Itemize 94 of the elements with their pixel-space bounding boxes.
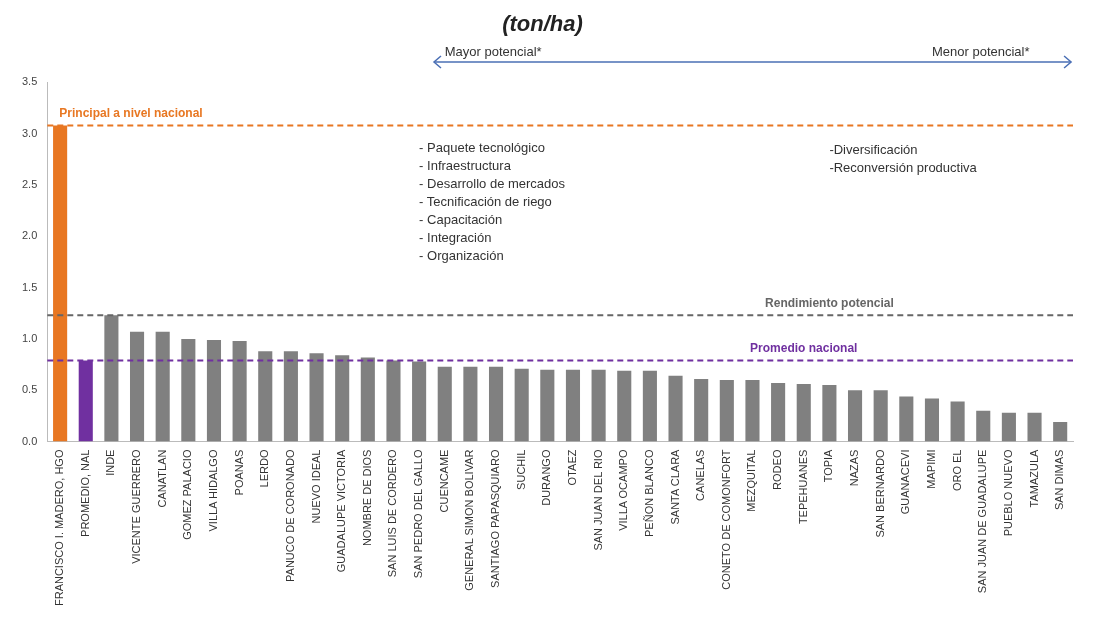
bar xyxy=(309,353,324,442)
bar xyxy=(206,339,222,442)
x-tick-label: PANUCO DE CORONADO xyxy=(283,449,296,582)
ref-line-label: Principal a nivel nacional xyxy=(59,105,203,120)
bar xyxy=(258,351,273,442)
bar xyxy=(104,315,119,442)
ref-line-label: Rendimiento potencial xyxy=(765,295,894,310)
x-tick-label: SAN JUAN DEL RIO xyxy=(591,449,604,551)
x-tick-label: INDE xyxy=(104,449,117,476)
x-tick-label: GUANACEVI xyxy=(899,449,912,515)
bar xyxy=(719,379,734,442)
bar xyxy=(412,361,427,442)
x-tick-label: PEÑON BLANCO xyxy=(642,449,655,537)
bar xyxy=(232,340,247,442)
bar xyxy=(129,331,145,442)
ref-line-label: Promedio nacional xyxy=(750,340,858,355)
bar xyxy=(540,369,555,442)
x-tick-label: ORO EL xyxy=(950,449,963,492)
text: Mayor potencial* xyxy=(444,44,542,60)
bar xyxy=(745,379,760,442)
x-tick-label: CANELAS xyxy=(694,449,707,501)
x-tick-label: SAN BERNARDO xyxy=(873,449,886,538)
x-tick-label: CUENCAME xyxy=(437,449,450,513)
bar xyxy=(617,370,632,442)
bar xyxy=(694,378,709,442)
bar xyxy=(642,370,657,442)
x-tick-label: NAZAS xyxy=(848,449,861,487)
bar xyxy=(796,384,811,442)
bar xyxy=(822,385,837,442)
bar xyxy=(463,366,478,442)
bar xyxy=(1001,412,1016,442)
x-tick-label: VICENTE GUERRERO xyxy=(130,449,143,564)
x-tick-label: GUADALUPE VICTORIA xyxy=(335,448,348,573)
bar xyxy=(1053,422,1068,442)
x-tick-label: CONETO DE COMONFORT xyxy=(719,449,732,590)
x-tick-label: DURANGO xyxy=(540,449,553,506)
x-tick-label: TAMAZULA xyxy=(1027,448,1040,508)
x-tick-label: SANTIAGO PAPASQUIARO xyxy=(489,449,502,588)
bar xyxy=(591,369,606,442)
y-tick-label: 0.5 xyxy=(21,383,38,396)
x-tick-label: OTAEZ xyxy=(566,449,578,486)
y-tick-label: 2.5 xyxy=(21,178,38,191)
bar xyxy=(847,390,863,442)
bar xyxy=(976,410,991,442)
bar xyxy=(360,357,375,442)
bar xyxy=(924,398,940,442)
x-tick-label: SAN DIMAS xyxy=(1053,449,1066,511)
x-tick-label: VILLA HIDALGO xyxy=(207,449,219,532)
bar xyxy=(283,351,298,442)
chart-title: (ton/ha) xyxy=(502,11,583,37)
bar xyxy=(668,375,683,442)
bar xyxy=(899,396,914,442)
annotation: - Paquete tecnológico - Infraestructura - Desarrollo de mercados - Tecnificación de riego - Capacitación - Integración - Organización xyxy=(419,139,566,263)
x-tick-label: RODEO xyxy=(771,449,784,490)
bar xyxy=(335,355,350,442)
bar xyxy=(950,401,965,442)
y-tick-label: 1.0 xyxy=(21,331,38,344)
x-tick-label: SAN LUIS DE CORDERO xyxy=(386,449,399,578)
x-tick-label: SANTA CLARA xyxy=(668,448,681,525)
x-tick-label: PROMEDIO, NAL xyxy=(78,449,91,537)
x-tick-label: SAN PEDRO DEL GALLO xyxy=(412,449,425,579)
x-tick-label: MEZQUITAL xyxy=(745,449,758,512)
bar xyxy=(181,338,196,442)
y-tick-label: 3.5 xyxy=(21,75,38,88)
x-tick-label: PUEBLO NUEVO xyxy=(1001,449,1014,537)
y-tick-label: 3.0 xyxy=(21,126,38,139)
x-tick-label: SAN JUAN DE GUADALUPE xyxy=(976,449,989,594)
bar xyxy=(565,369,581,442)
x-tick-label: TOPIA xyxy=(822,448,835,483)
bar xyxy=(386,360,401,442)
y-tick-label: 2.0 xyxy=(21,229,38,242)
y-tick-label: 0.0 xyxy=(21,434,38,447)
bar xyxy=(155,331,170,442)
x-tick-label: VILLA OCAMPO xyxy=(617,449,630,531)
x-tick-label: CANATLAN xyxy=(155,449,168,508)
bar xyxy=(437,366,452,442)
bar xyxy=(488,366,504,442)
bar xyxy=(771,383,786,442)
x-tick-label: SUCHIL xyxy=(514,449,527,490)
x-tick-label: GENERAL SIMON BOLIVAR xyxy=(463,449,476,591)
bar xyxy=(1027,412,1042,442)
annotation: -Diversificación -Reconversión productiva xyxy=(829,141,978,175)
x-tick-label: TEPEHUANES xyxy=(796,449,809,525)
x-tick-label: POANAS xyxy=(232,449,245,496)
x-tick-label: FRANCISCO I. MADERO, HGO xyxy=(53,449,66,607)
bar xyxy=(514,368,529,442)
bar xyxy=(873,390,888,442)
x-tick-label: NOMBRE DE DIOS xyxy=(360,449,373,547)
x-tick-label: NUEVO IDEAL xyxy=(309,449,322,524)
text: Menor potencial* xyxy=(931,44,1030,60)
x-tick-label: GOMEZ PALACIO xyxy=(181,449,194,540)
x-tick-label: LERDO xyxy=(258,449,271,488)
x-tick-label: MAPIMI xyxy=(925,449,937,489)
y-tick-label: 1.5 xyxy=(21,280,38,293)
